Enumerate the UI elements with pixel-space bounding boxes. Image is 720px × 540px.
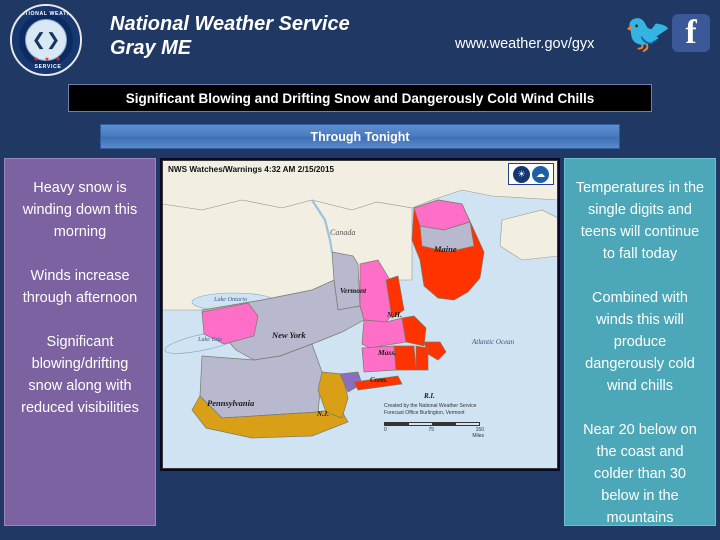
map-label-new-hampshire: N.H. [387, 310, 402, 319]
nws-logo: NATIONAL WEATHER ❮❯ ★ ★ ★ SERVICE [10, 4, 82, 76]
map-credit: Created by the National Weather Service … [384, 403, 477, 416]
logo-inner-disc [25, 19, 67, 61]
scale-units: Miles [472, 433, 484, 439]
social-links: 🐦 f [624, 14, 710, 54]
twitter-icon[interactable]: 🐦 [624, 13, 672, 55]
left-panel-item-3: Significant blowing/drifting snow along … [21, 334, 139, 416]
map-label-new-jersey: N.J. [317, 410, 330, 418]
scale-bar-ticks: 0 75 150 [384, 427, 484, 433]
map-label-maine: Maine [434, 244, 457, 254]
header: NATIONAL WEATHER ❮❯ ★ ★ ★ SERVICE Nation… [0, 0, 720, 78]
map-label-massachusetts: Mass. [378, 348, 397, 357]
map-label-rhode-island: R.I. [424, 392, 435, 400]
map-label-new-york: New York [272, 330, 306, 340]
map-label-atlantic-ocean: Atlantic Ocean [472, 338, 515, 346]
map-geometry [162, 160, 558, 469]
scale-tick-1: 75 [428, 427, 434, 433]
right-info-panel: Temperatures in the single digits and te… [564, 158, 716, 526]
scale-tick-0: 0 [384, 427, 387, 433]
hazard-map: NWS Watches/Warnings 4:32 AM 2/15/2015 ☀… [160, 158, 560, 471]
right-panel-item-2: Combined with winds this will produce da… [585, 290, 695, 394]
map-label-lake-ontario: Lake Ontario [214, 296, 248, 303]
map-label-connecticut: Conn. [370, 376, 388, 384]
website-url[interactable]: www.weather.gov/gyx [455, 36, 595, 52]
logo-arc-top-text: NATIONAL WEATHER [16, 11, 80, 17]
logo-stars: ★ ★ ★ [33, 57, 63, 63]
map-canvas: NWS Watches/Warnings 4:32 AM 2/15/2015 ☀… [162, 160, 558, 469]
map-credit-line1: Created by the National Weather Service [384, 403, 477, 409]
right-panel-item-3: Near 20 below on the coast and colder th… [583, 422, 697, 526]
map-credit-line2: Forecast Office Burlington, Vermont [384, 409, 465, 416]
headline-banner: Significant Blowing and Drifting Snow an… [68, 84, 652, 112]
map-label-pennsylvania: Pennsylvania [207, 398, 255, 408]
noaa-seal-icon: ☀ [513, 165, 530, 183]
right-panel-item-1: Temperatures in the single digits and te… [575, 180, 705, 262]
nws-seal-icon: ☁ [532, 165, 549, 183]
left-panel-item-1: Heavy snow is winding down this morning [22, 180, 138, 240]
map-label-canada: Canada [330, 228, 356, 237]
left-info-panel: Heavy snow is winding down this morning … [4, 158, 156, 526]
timeframe-banner: Through Tonight [100, 124, 620, 149]
logo-ring [12, 6, 80, 74]
map-title: NWS Watches/Warnings 4:32 AM 2/15/2015 [168, 165, 335, 174]
logo-arc-bottom-text: SERVICE [34, 64, 62, 70]
facebook-icon[interactable]: f [672, 14, 710, 52]
scale-tick-2: 150 [475, 427, 484, 433]
nws-noaa-badge: ☀ ☁ [508, 163, 554, 185]
scale-bar-graphic [384, 422, 480, 426]
office-title-line1: National Weather Service [110, 13, 350, 35]
office-title: National Weather Service Gray ME [110, 12, 350, 60]
office-title-line2: Gray ME [110, 37, 192, 59]
map-label-lake-erie: Lake Erie [198, 336, 223, 343]
left-panel-item-2: Winds increase through afternoon [22, 268, 138, 306]
map-label-vermont: Vermont [340, 286, 367, 295]
seagull-icon: ❮❯ [31, 30, 61, 49]
map-scale-bar: 0 75 150 Miles [384, 422, 484, 439]
